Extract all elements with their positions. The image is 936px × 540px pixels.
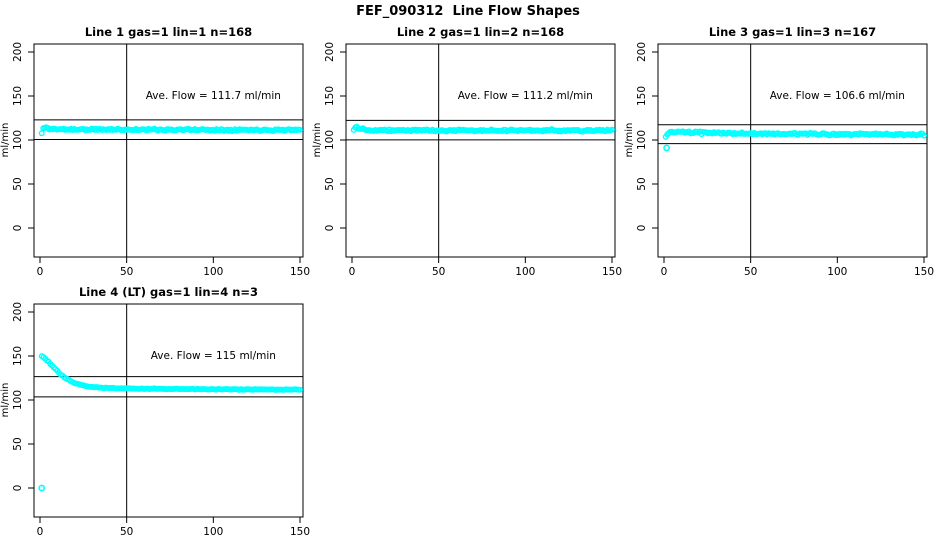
y-axis-tick-label: 150: [12, 346, 24, 366]
x-axis-tick-label: 50: [120, 526, 133, 538]
x-axis-tick-label: 50: [432, 266, 445, 278]
x-axis-tick-label: 150: [914, 266, 934, 278]
data-point: [921, 132, 928, 139]
y-axis-tick-label: 150: [636, 86, 648, 106]
x-axis-tick-label: 0: [349, 266, 356, 278]
plot-box: [345, 43, 616, 258]
flow-chart-panel-4: Line 4 (LT) gas=1 lin=4 n=3 0 50 100 150 0 50 1…: [0, 285, 310, 538]
ave-flow-annotation: Ave. Flow = 106.6 ml/min: [770, 90, 905, 102]
plot-box: [33, 43, 304, 258]
y-axis-tick-label: 150: [12, 86, 24, 106]
ave-flow-annotation: Ave. Flow = 111.7 ml/min: [146, 90, 281, 102]
y-axis-tick-label: 50: [12, 437, 24, 450]
data-point: [609, 126, 616, 133]
data-point: [297, 386, 304, 393]
plot-box: [33, 303, 304, 518]
x-axis-tick-label: 100: [515, 266, 535, 278]
flow-chart-panel-3: Line 3 gas=1 lin=3 n=167 0 50 100 150 0 50 100 1…: [624, 25, 934, 278]
outlier-data-point: [38, 484, 46, 492]
x-axis-tick-label: 150: [602, 266, 622, 278]
y-axis-tick-label: 100: [12, 130, 24, 150]
y-axis-tick-label: 0: [12, 225, 24, 232]
x-axis-tick-label: 50: [120, 266, 133, 278]
flow-chart-panel-2: Line 2 gas=1 lin=2 n=168 0 50 100 150 0 50 100 1…: [312, 25, 622, 278]
data-point: [38, 130, 45, 137]
y-axis-tick-label: 0: [636, 225, 648, 232]
panel-title: Line 2 gas=1 lin=2 n=168: [397, 25, 564, 39]
x-axis-tick-label: 150: [290, 266, 310, 278]
y-axis-label: ml/min: [312, 123, 323, 158]
plot-box: [657, 43, 928, 258]
y-axis-tick-label: 150: [324, 86, 336, 106]
y-axis-tick-label: 50: [636, 177, 648, 190]
y-axis-tick-label: 100: [12, 390, 24, 410]
x-axis-tick-label: 100: [203, 266, 223, 278]
data-points: [38, 124, 304, 137]
y-axis-tick-label: 50: [12, 177, 24, 190]
x-axis-tick-label: 0: [661, 266, 668, 278]
panel-title: Line 3 gas=1 lin=3 n=167: [709, 25, 876, 39]
data-point: [297, 126, 304, 133]
y-axis-tick-label: 200: [12, 42, 24, 62]
data-points: [350, 123, 616, 135]
outlier-data-point: [663, 144, 670, 152]
data-points: [662, 128, 928, 152]
main-title: FEF_090312 Line Flow Shapes: [356, 4, 580, 19]
y-axis-tick-label: 100: [636, 130, 648, 150]
ave-flow-annotation: Ave. Flow = 111.2 ml/min: [458, 90, 593, 102]
y-axis-tick-label: 200: [324, 42, 336, 62]
x-axis-tick-label: 100: [203, 526, 223, 538]
x-axis-tick-label: 150: [290, 526, 310, 538]
y-axis-tick-label: 200: [636, 42, 648, 62]
y-axis-tick-label: 0: [12, 485, 24, 492]
x-axis-tick-label: 50: [744, 266, 757, 278]
panel-title: Line 1 gas=1 lin=1 n=168: [85, 25, 252, 39]
y-axis-tick-label: 50: [324, 177, 336, 190]
y-axis-tick-label: 100: [324, 130, 336, 150]
panel-title: Line 4 (LT) gas=1 lin=4 n=3: [79, 285, 258, 299]
x-axis-tick-label: 0: [37, 266, 44, 278]
y-axis-tick-label: 200: [12, 302, 24, 322]
ave-flow-annotation: Ave. Flow = 115 ml/min: [151, 350, 276, 362]
x-axis-tick-label: 100: [827, 266, 847, 278]
y-axis-label: ml/min: [0, 123, 11, 158]
y-axis-label: ml/min: [0, 383, 11, 418]
data-points: [38, 353, 304, 492]
y-axis-tick-label: 0: [324, 225, 336, 232]
y-axis-label: ml/min: [624, 123, 635, 158]
flow-chart-panel-1: Line 1 gas=1 lin=1 n=168 0 50 100 150 0 50 100 1…: [0, 25, 310, 278]
x-axis-tick-label: 0: [37, 526, 44, 538]
